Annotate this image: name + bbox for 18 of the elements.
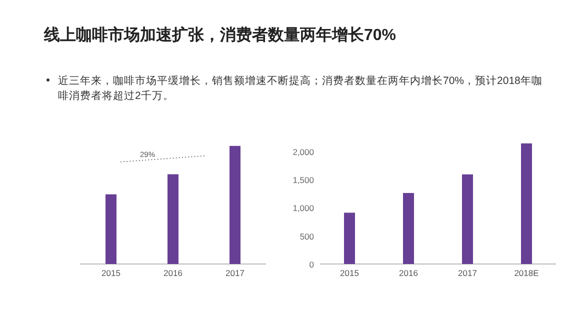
x-tick-label: 2016 xyxy=(164,268,183,278)
x-tick-label: 2018E xyxy=(514,268,540,278)
bar xyxy=(344,212,355,264)
bar xyxy=(403,192,414,264)
y-tick-label: 1,000 xyxy=(292,203,314,214)
x-tick-label: 2015 xyxy=(102,268,121,278)
chart-title: 线上咖啡市场加速扩张，消费者数量两年增长70% xyxy=(43,26,396,44)
y-tick-label: 0 xyxy=(309,260,314,270)
bar xyxy=(462,174,473,264)
x-tick-label: 2017 xyxy=(458,268,478,278)
y-tick-label: 1,500 xyxy=(292,174,314,185)
y-tick-label: 2,000 xyxy=(292,146,314,157)
x-tick-label: 2016 xyxy=(399,268,418,278)
x-tick-label: 2017 xyxy=(226,268,245,278)
bar xyxy=(521,143,532,264)
x-tick-label: 2015 xyxy=(340,268,360,278)
text: 近三年来，咖啡市场平缓增长，销售额增速不断提高；消费者数量在两年内增长70%，预计2018年咖啡消费者将超过2千万。 xyxy=(58,74,542,102)
y-tick-label: 500 xyxy=(300,231,314,242)
